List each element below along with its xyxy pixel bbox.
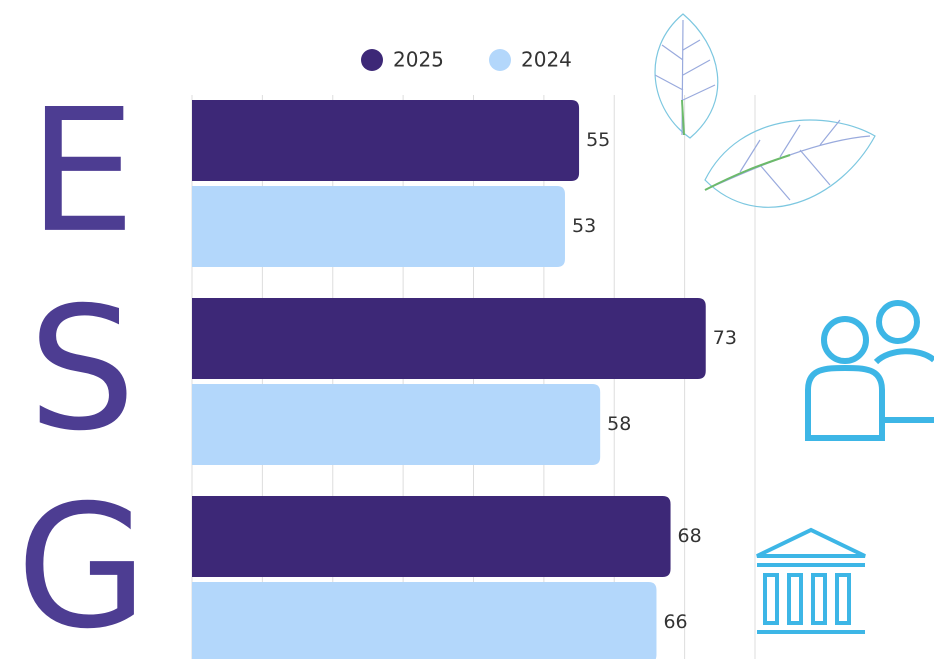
value-label: 53 [572,215,596,237]
category-label: S [28,271,136,469]
category-label: E [28,73,135,271]
legend: 2025 2024 [361,48,572,72]
legend-label: 2025 [393,48,444,72]
legend-swatch [489,49,511,71]
leaf-icon [654,13,876,208]
bars: 55 53 73 58 68 66 [192,100,737,659]
value-label: 66 [663,611,687,633]
bar [192,100,580,181]
value-label: 73 [713,327,737,349]
category-label: G [16,469,148,659]
legend-swatch [361,49,383,71]
bar [192,582,657,659]
bar [192,496,671,577]
bar [192,298,706,379]
value-label: 68 [678,525,702,547]
people-icon [805,300,934,441]
value-label: 58 [607,413,631,435]
bank-icon [756,527,866,634]
value-label: 55 [586,129,610,151]
bar [192,384,601,465]
legend-label: 2024 [521,48,572,72]
bar [192,186,565,267]
